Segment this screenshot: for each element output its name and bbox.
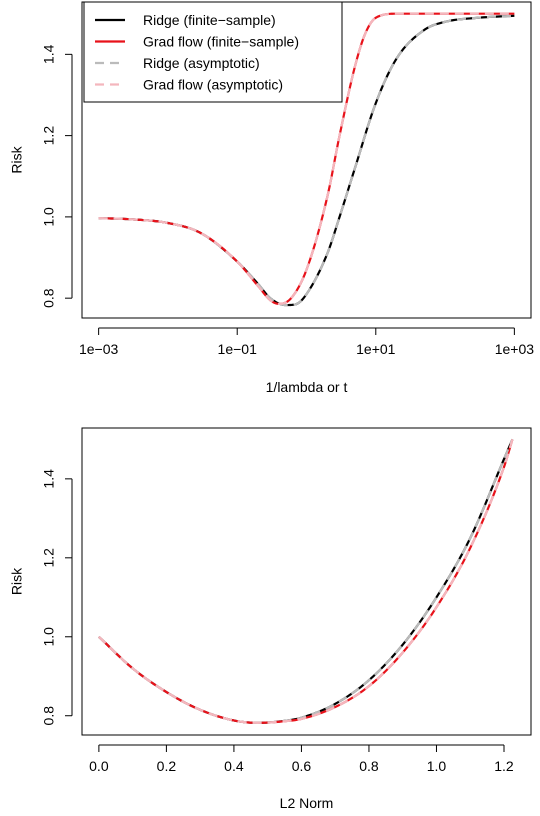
x-tick-label: 0.4 — [224, 758, 244, 774]
x-tick-label: 1e−01 — [218, 341, 258, 357]
series-line-3 — [98, 12, 515, 305]
x-axis-label: L2 Norm — [280, 795, 334, 811]
y-tick-label: 0.8 — [41, 288, 57, 308]
y-tick-label: 1.2 — [41, 548, 57, 568]
legend-box — [83, 1, 343, 103]
x-tick-label: 1e+03 — [495, 341, 535, 357]
x-tick-label: 0.6 — [292, 758, 312, 774]
legend-entry: Ridge (asymptotic) — [143, 55, 260, 71]
series-line-1 — [98, 439, 514, 724]
x-tick-label: 1.0 — [427, 758, 447, 774]
y-tick-label: 1.4 — [41, 44, 57, 64]
y-axis-label: Risk — [9, 567, 25, 595]
y-tick-label: 1.0 — [41, 207, 57, 227]
x-tick-label: 0.0 — [89, 758, 109, 774]
x-tick-label: 0.8 — [359, 758, 379, 774]
plot-frame — [81, 427, 532, 736]
x-tick-label: 1.2 — [494, 758, 514, 774]
plot-bottom-risk-vs-l2norm: 0.0 0.2 0.4 0.6 0.8 1.0 1.2 0.8 1.0 1.2 1.4 L2 Norm… — [9, 427, 532, 811]
x-tick-label: 1e+01 — [356, 341, 396, 357]
legend-entry: Ridge (finite−sample) — [143, 12, 276, 28]
series-line-0 — [98, 438, 514, 724]
y-axis-label: Risk — [9, 145, 25, 173]
x-tick-label: 0.2 — [157, 758, 177, 774]
series-line-3 — [98, 439, 514, 724]
y-tick-label: 0.8 — [41, 706, 57, 726]
legend-entry: Grad flow (finite−sample) — [143, 34, 299, 50]
series-line-2 — [98, 14, 515, 307]
y-tick-label: 1.0 — [41, 627, 57, 647]
legend-entry: Grad flow (asymptotic) — [143, 77, 283, 93]
x-axis-label: 1/lambda or t — [266, 379, 348, 395]
y-tick-label: 1.2 — [41, 126, 57, 146]
series-line-2 — [98, 438, 514, 724]
x-tick-label: 1e−03 — [79, 341, 119, 357]
plot-top-risk-vs-lambda: 1e−03 1e−01 1e+01 1e+03 0.8 1.0 1.2 1.4 1/lambda… — [9, 1, 535, 395]
y-tick-label: 1.4 — [41, 469, 57, 489]
